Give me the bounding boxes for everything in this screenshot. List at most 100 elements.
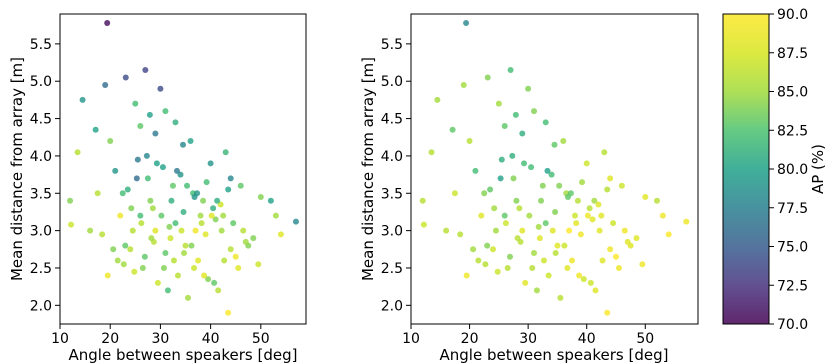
scatter-point <box>526 212 533 219</box>
scatter-point <box>210 205 217 212</box>
scatter-point <box>607 246 614 253</box>
scatter-panel-right: 10 20 30 40 50 2.0 2.5 3.0 3.5 4.0 4.5 5.0 5.5 Angle… <box>359 13 699 364</box>
scatter-point <box>490 246 496 253</box>
scatter-point <box>618 182 625 189</box>
scatter-point <box>580 276 587 283</box>
scatter-point <box>180 208 187 215</box>
scatter-point <box>257 194 264 201</box>
scatter-point <box>202 231 209 238</box>
y-tick-label: 5.5 <box>30 37 52 53</box>
scatter-point <box>633 235 640 242</box>
scatter-point <box>200 197 207 204</box>
scatter-point <box>99 231 106 238</box>
scatter-point <box>160 264 167 271</box>
scatter-point <box>102 81 109 88</box>
scatter-point <box>205 276 212 283</box>
scatter-point <box>607 175 614 182</box>
scatter-point <box>166 223 173 230</box>
scatter-point <box>110 246 117 253</box>
scatter-point <box>197 212 204 219</box>
scatter-point <box>178 227 185 234</box>
scatter-point <box>201 272 208 279</box>
scatter-point <box>519 130 526 137</box>
scatter-point <box>639 261 646 268</box>
scatter-point <box>683 218 690 225</box>
plot-frame <box>410 13 699 325</box>
x-tick-label: 20 <box>101 331 119 347</box>
scatter-point <box>137 212 144 219</box>
y-tick-label: 2.0 <box>381 298 403 314</box>
scatter-point <box>449 126 456 133</box>
scatter-point <box>613 253 619 260</box>
scatter-point <box>434 96 441 103</box>
scatter-point <box>654 197 660 204</box>
scatter-point <box>531 108 537 115</box>
scatter-point <box>133 175 140 182</box>
scatter-point <box>512 111 519 118</box>
y-tick-label: 3.5 <box>381 186 403 202</box>
scatter-point <box>92 126 99 133</box>
y-tick-label: 5.0 <box>381 74 403 90</box>
scatter-panel-left: 10 20 30 40 50 2.0 2.5 3.0 3.5 4.0 4.5 5.0 5.5 Angle… <box>8 13 307 364</box>
colorbar-tick-label: 80.0 <box>777 162 808 178</box>
scatter-point <box>584 212 591 219</box>
scatter-point <box>569 257 576 264</box>
y-tick-label: 3.0 <box>381 224 403 240</box>
scatter-point <box>528 164 535 171</box>
scatter-point <box>551 141 558 148</box>
y-tick-label: 4.0 <box>30 149 52 165</box>
scatter-point <box>142 67 149 74</box>
y-tick-label: 4.5 <box>30 112 52 128</box>
scatter-point <box>169 182 176 189</box>
scatter-point <box>143 152 150 159</box>
y-tick-label: 2.0 <box>30 298 52 314</box>
scatter-point <box>573 220 580 227</box>
scatter-point <box>470 246 477 253</box>
point-layer <box>419 19 690 316</box>
scatter-point <box>221 257 228 264</box>
scatter-point <box>564 264 571 271</box>
scatter-point <box>596 227 603 234</box>
scatter-point <box>208 212 215 219</box>
scatter-point <box>122 242 129 249</box>
scatter-point <box>557 294 564 301</box>
scatter-point <box>192 227 199 234</box>
scatter-point <box>420 221 427 228</box>
scatter-point <box>215 287 222 294</box>
y-tick-label: 4.5 <box>381 112 403 128</box>
scatter-point <box>230 220 237 227</box>
scatter-point <box>510 175 517 182</box>
scatter-point <box>509 152 516 159</box>
x-tick-label: 40 <box>202 331 220 347</box>
scatter-point <box>195 257 202 264</box>
scatter-point <box>460 81 467 88</box>
scatter-point <box>491 205 498 212</box>
scatter-point <box>277 231 284 238</box>
scatter-point <box>227 175 234 182</box>
scatter-point <box>567 190 574 197</box>
scatter-point <box>203 179 210 186</box>
y-tick-label: 3.5 <box>30 186 52 202</box>
scatter-point <box>225 309 232 316</box>
x-tick-label: 50 <box>252 331 270 347</box>
scatter-point <box>127 246 134 253</box>
scatter-point <box>152 130 159 137</box>
scatter-point <box>621 227 628 234</box>
scatter-point <box>481 190 488 197</box>
scatter-point <box>194 190 201 197</box>
scatter-point <box>535 223 542 230</box>
scatter-point <box>173 167 180 174</box>
y-tick-label: 3.0 <box>30 224 52 240</box>
scatter-point <box>556 182 563 189</box>
scatter-point <box>495 100 502 107</box>
scatter-point <box>521 160 528 167</box>
scatter-point <box>538 197 545 204</box>
scatter-point <box>214 197 221 204</box>
scatter-point <box>67 197 74 204</box>
scatter-point <box>172 119 179 126</box>
colorbar-tick-label: 75.0 <box>777 240 808 256</box>
scatter-point <box>250 235 257 242</box>
scatter-point <box>428 149 435 156</box>
scatter-point <box>148 235 155 242</box>
scatter-point <box>104 272 111 279</box>
